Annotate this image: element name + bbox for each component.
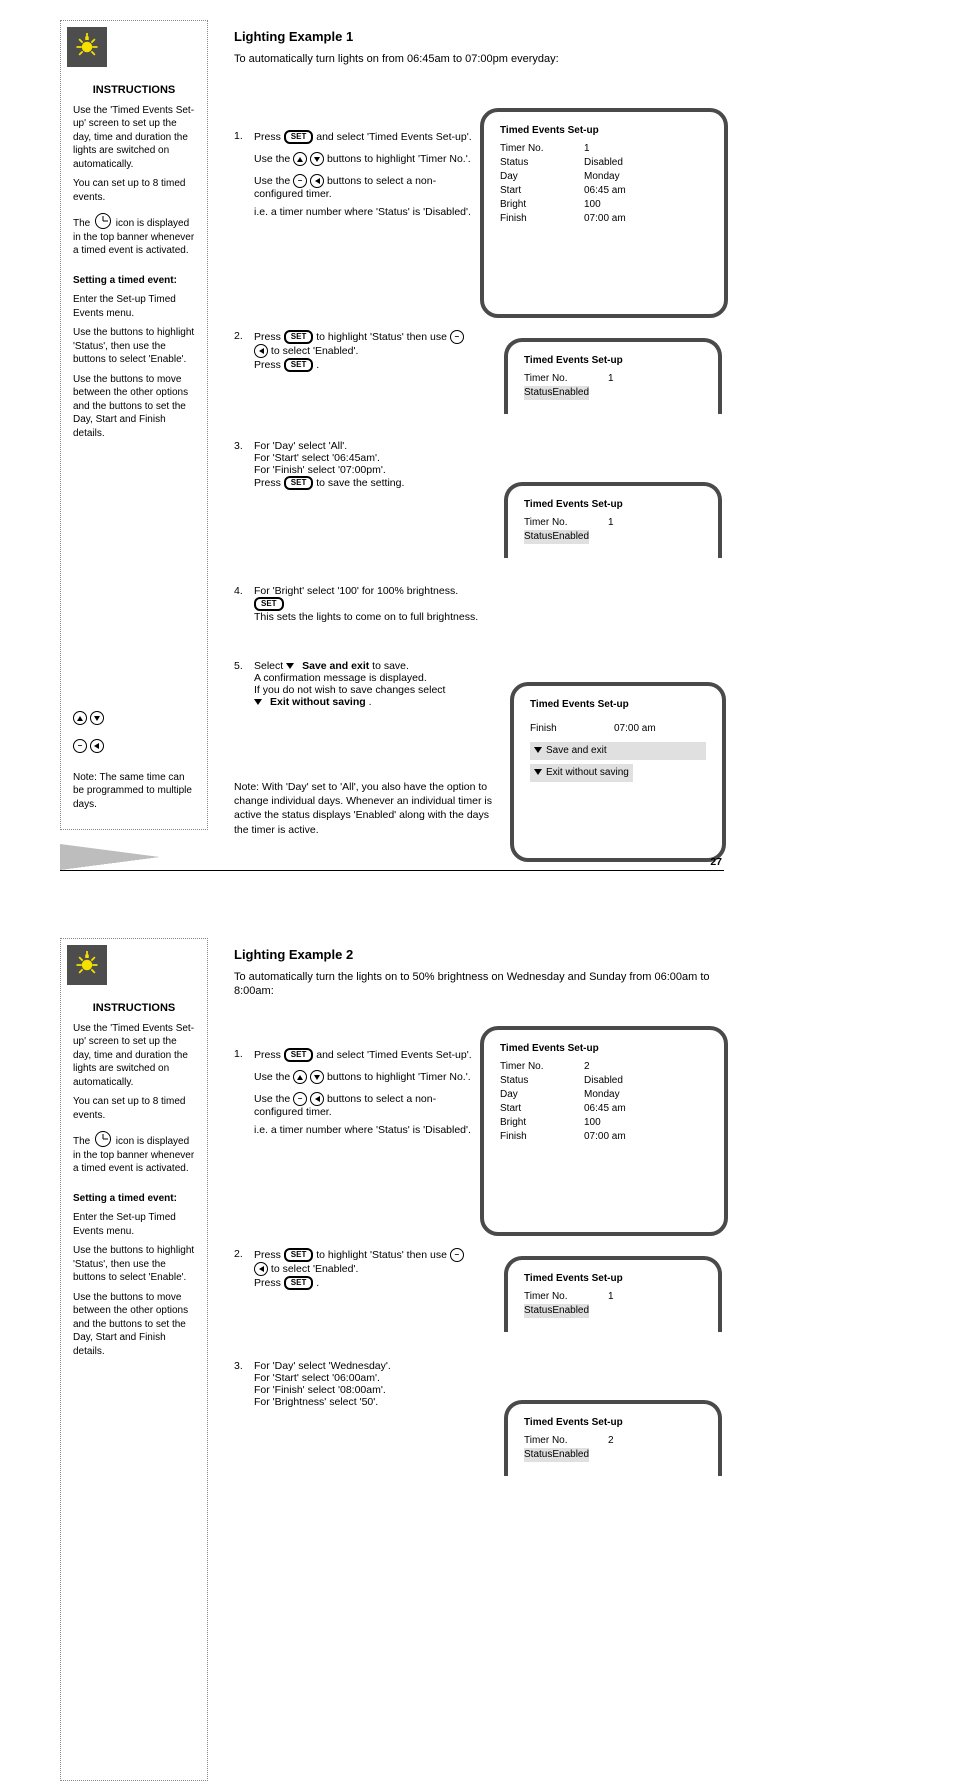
ex1-panel-2: Timed Events Set-up Timer No.1 StatusEna… (504, 338, 722, 414)
set-button[interactable]: SET (284, 330, 314, 344)
clock-icon (95, 1131, 111, 1147)
ex2-panel-2: Timed Events Set-up Timer No.1 StatusEna… (504, 1256, 722, 1332)
tri-down-icon (534, 747, 542, 753)
set-button[interactable]: SET (254, 597, 284, 611)
ex1-panel-4: Timed Events Set-up Finish07:00 am Save … (510, 682, 726, 862)
ex1-s1-num: 1. (234, 130, 248, 142)
ex1-s4-num: 2. (234, 330, 248, 342)
bulb-icon (67, 27, 107, 67)
clock-icon (95, 213, 111, 229)
minus-icon[interactable] (293, 174, 307, 188)
ex2-panel-1: Timed Events Set-up Timer No.2 StatusDis… (480, 1026, 728, 1236)
down-icon (90, 711, 104, 725)
set-button[interactable]: SET (284, 1276, 314, 1290)
left-icon[interactable] (310, 1092, 324, 1106)
tri-down-icon (286, 663, 294, 669)
instr-p3a: The (73, 218, 90, 229)
ex1-s1b: and select 'Timed Events Set-up'. (316, 131, 471, 143)
instr-p1: Use the 'Timed Events Set-up' screen to … (73, 104, 195, 172)
ex2-heading: Lighting Example 2 (234, 946, 714, 964)
instr-p3b: icon is displayed in the top banner when… (73, 218, 194, 256)
set-button[interactable]: SET (284, 476, 314, 490)
instructions-panel-2: INSTRUCTIONS Use the 'Timed Events Set-u… (60, 938, 208, 1781)
down-icon[interactable] (310, 152, 324, 166)
ex1-note: Note: With 'Day' set to 'All', you also … (234, 780, 494, 837)
left-icon[interactable] (310, 174, 324, 188)
ex2-sub: To automatically turn the lights on to 5… (234, 970, 714, 1000)
ex1-s2b: buttons to highlight 'Timer No.'. (327, 153, 471, 165)
minus-icon[interactable] (450, 1248, 464, 1262)
instructions-panel-1: INSTRUCTIONS Use the 'Timed Events Set-u… (60, 20, 208, 830)
ex1-s5-num: 3. (234, 440, 248, 452)
instr-p2: You can set up to 8 timed events. (73, 177, 195, 204)
instr-setting-title: Setting a timed event: (73, 274, 195, 288)
ex1-s2a: Use the (254, 153, 290, 165)
page-wedge (60, 844, 260, 870)
bulb-icon (67, 945, 107, 985)
instr-s2: Use the buttons to highlight 'Status', t… (73, 326, 195, 367)
up-icon[interactable] (293, 1070, 307, 1084)
left-icon[interactable] (254, 344, 268, 358)
ex2-panel-3: Timed Events Set-up Timer No.2 StatusEna… (504, 1400, 722, 1476)
ex1-sub: To automatically turn lights on from 06:… (234, 52, 714, 67)
ex1-tip: i.e. a timer number where 'Status' is 'D… (254, 206, 484, 218)
instr-note: Note: The same time can be programmed to… (73, 771, 195, 812)
minus-icon (73, 739, 87, 753)
left-icon[interactable] (254, 1262, 268, 1276)
down-icon[interactable] (310, 1070, 324, 1084)
left-icon (90, 739, 104, 753)
up-icon[interactable] (293, 152, 307, 166)
ex1-s3a: Use the (254, 175, 290, 187)
minus-icon[interactable] (450, 330, 464, 344)
p1-title: Timed Events Set-up (500, 124, 708, 138)
up-icon (73, 711, 87, 725)
tri-down-icon (254, 699, 262, 705)
instr-s1: Enter the Set-up Timed Events menu. (73, 293, 195, 320)
set-button[interactable]: SET (284, 1248, 314, 1262)
ex1-s1a: Press (254, 131, 281, 143)
tri-down-icon (534, 769, 542, 775)
ex1-heading: Lighting Example 1 (234, 28, 714, 46)
ex1-panel-3: Timed Events Set-up Timer No.1 StatusEna… (504, 482, 722, 558)
set-button[interactable]: SET (284, 1048, 314, 1062)
page-number: 27 (710, 856, 722, 868)
ex1-panel-1: Timed Events Set-up Timer No.1 StatusDis… (480, 108, 728, 318)
set-button[interactable]: SET (284, 130, 314, 144)
minus-icon[interactable] (293, 1092, 307, 1106)
instr-s3: Use the buttons to move between the othe… (73, 373, 195, 441)
instructions-title: INSTRUCTIONS (73, 83, 195, 98)
set-button[interactable]: SET (284, 358, 314, 372)
